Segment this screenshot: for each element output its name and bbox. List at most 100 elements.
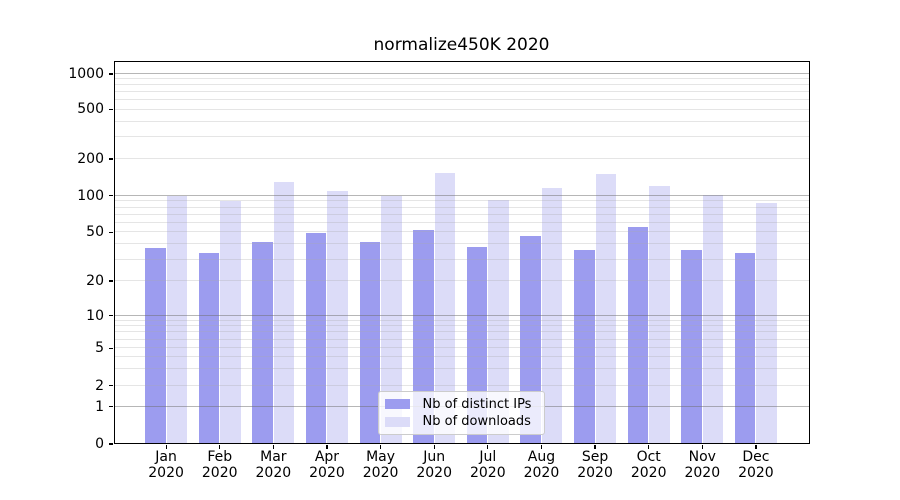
legend: Nb of distinct IPs Nb of downloads [377, 391, 545, 435]
month-label: Apr [314, 449, 340, 465]
month-label: Jan [155, 449, 177, 465]
y-axis-tick [109, 385, 113, 387]
month-label: Oct [636, 449, 661, 465]
bar-distinct-ips-jan [145, 248, 166, 444]
year-label: 2020 [255, 464, 292, 481]
bar-downloads-aug [541, 188, 563, 444]
gridline-minor [113, 136, 810, 138]
gridline-minor [113, 78, 810, 80]
y-axis-tick [109, 108, 113, 111]
plot-area: Nb of distinct IPs Nb of downloads [113, 61, 810, 444]
bar-distinct-ips-nov [681, 249, 702, 444]
legend-label-downloads: Nb of downloads [422, 414, 531, 430]
x-tick-label-may: May 2020 [349, 449, 413, 481]
gridline-minor [113, 99, 810, 101]
y-tick-label: 1 [95, 398, 104, 415]
bar-downloads-nov [702, 195, 724, 444]
y-tick-label: 10 [86, 307, 104, 324]
year-label: 2020 [148, 464, 184, 481]
y-axis-tick [109, 406, 113, 408]
x-tick-label-jul: Jul 2020 [456, 449, 520, 481]
x-tick-label-feb: Feb 2020 [188, 449, 252, 481]
gridline-minor [113, 84, 810, 86]
y-axis-tick [109, 314, 113, 317]
y-tick-label: 0 [95, 436, 104, 452]
month-label: May [366, 449, 396, 465]
bar-downloads-apr [327, 191, 348, 444]
x-axis-tick [755, 444, 757, 449]
gridline-minor [113, 91, 810, 93]
bar-downloads-feb [220, 201, 241, 444]
chart-title: normalize450K 2020 [373, 35, 550, 55]
y-tick-label: 100 [77, 187, 104, 204]
year-label: 2020 [577, 464, 613, 481]
gridline-minor [113, 108, 810, 110]
y-tick-label: 2 [95, 377, 104, 394]
gridline-major [113, 73, 810, 74]
x-axis-tick [701, 444, 703, 449]
bar-distinct-ips-may [359, 241, 381, 444]
month-label: Nov [688, 449, 716, 465]
bar-downloads-sep [595, 173, 617, 444]
year-label: 2020 [416, 464, 452, 481]
bar-downloads-jul [488, 200, 509, 444]
x-axis-tick [219, 444, 221, 449]
month-label: Jun [423, 449, 446, 465]
bar-distinct-ips-sep [574, 249, 595, 444]
bar-distinct-ips-dec [734, 252, 756, 444]
x-tick-label-dec: Dec 2020 [724, 449, 788, 481]
year-label: 2020 [309, 464, 345, 481]
x-tick-label-apr: Apr 2020 [295, 449, 359, 481]
bar-downloads-dec [756, 203, 777, 444]
month-label: Sep [581, 449, 609, 465]
legend-swatch-distinct-ips [384, 399, 410, 410]
x-tick-label-sep: Sep 2020 [563, 449, 627, 481]
y-tick-label: 5 [95, 340, 104, 357]
x-axis-tick [165, 444, 167, 449]
legend-swatch-downloads [384, 416, 410, 427]
x-axis-tick [379, 444, 382, 449]
bar-distinct-ips-feb [198, 252, 220, 444]
x-tick-label-mar: Mar 2020 [241, 449, 305, 481]
y-axis-tick [109, 443, 113, 445]
month-label: Aug [527, 449, 556, 465]
year-label: 2020 [630, 464, 667, 481]
y-tick-label: 20 [86, 272, 104, 289]
y-axis-tick [109, 158, 113, 160]
y-tick-label: 500 [77, 101, 104, 118]
year-label: 2020 [523, 464, 560, 481]
x-tick-label-aug: Aug 2020 [509, 449, 573, 481]
bar-distinct-ips-oct [627, 227, 649, 444]
gridline-minor [113, 158, 810, 159]
x-axis-tick [433, 444, 435, 449]
month-label: Dec [742, 449, 770, 465]
legend-item-distinct-ips: Nb of distinct IPs [384, 396, 544, 412]
x-axis-tick [594, 444, 596, 449]
x-axis-tick [487, 444, 489, 449]
bar-distinct-ips-apr [305, 233, 327, 444]
x-tick-label-jan: Jan 2020 [134, 449, 198, 481]
gridline-minor [113, 120, 810, 122]
y-axis-tick [109, 231, 113, 233]
x-tick-label-jun: Jun 2020 [402, 449, 466, 481]
month-label: Feb [207, 449, 233, 465]
y-tick-label: 1000 [68, 65, 104, 82]
y-tick-label: 200 [77, 151, 104, 167]
bar-downloads-jun [434, 172, 456, 444]
x-tick-label-nov: Nov 2020 [670, 449, 734, 481]
y-axis-tick [109, 195, 113, 197]
x-axis-tick [648, 444, 650, 449]
year-label: 2020 [201, 464, 238, 481]
legend-label-distinct-ips: Nb of distinct IPs [422, 396, 532, 412]
year-label: 2020 [738, 464, 774, 481]
y-tick-label: 50 [86, 224, 104, 241]
x-axis-tick [272, 444, 274, 449]
y-axis-tick [109, 73, 113, 75]
month-label: Mar [260, 449, 287, 465]
legend-item-downloads: Nb of downloads [384, 414, 544, 430]
x-axis-tick [326, 444, 328, 449]
bar-downloads-may [381, 196, 402, 444]
bar-distinct-ips-jun [413, 230, 434, 444]
y-axis-tick [109, 280, 113, 282]
